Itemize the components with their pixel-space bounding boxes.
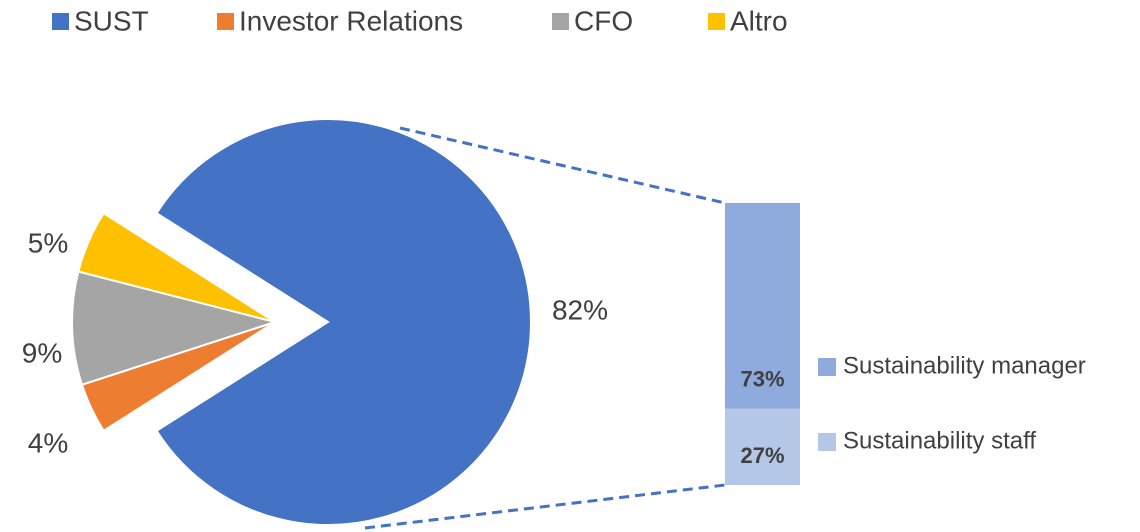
legend-swatch bbox=[818, 433, 836, 451]
bar-data-label: 73% bbox=[740, 367, 784, 392]
legend-swatch bbox=[52, 13, 69, 30]
pie-slice bbox=[71, 270, 279, 386]
bar-data-label: 27% bbox=[740, 443, 784, 468]
legend-swatch bbox=[217, 13, 234, 30]
data-label: 82% bbox=[552, 294, 608, 325]
legend-label: SUST bbox=[74, 5, 149, 36]
legend-label: Investor Relations bbox=[239, 5, 463, 36]
connector-line bbox=[399, 126, 726, 205]
legend-swatch bbox=[708, 13, 725, 30]
legend-swatch bbox=[818, 358, 836, 376]
data-label: 4% bbox=[28, 427, 68, 458]
pie-slice bbox=[77, 211, 276, 323]
pie-slice bbox=[155, 118, 532, 526]
bar-segment bbox=[725, 203, 800, 409]
data-label: 9% bbox=[22, 337, 62, 368]
legend-label: CFO bbox=[574, 5, 633, 36]
legend-swatch bbox=[552, 13, 569, 30]
legend-label: Altro bbox=[730, 5, 788, 36]
legend-label: Sustainability manager bbox=[843, 352, 1086, 379]
data-label: 5% bbox=[28, 227, 68, 258]
connector-line bbox=[364, 483, 726, 530]
legend-label: Sustainability staff bbox=[843, 427, 1036, 454]
bar-segment bbox=[725, 408, 800, 485]
